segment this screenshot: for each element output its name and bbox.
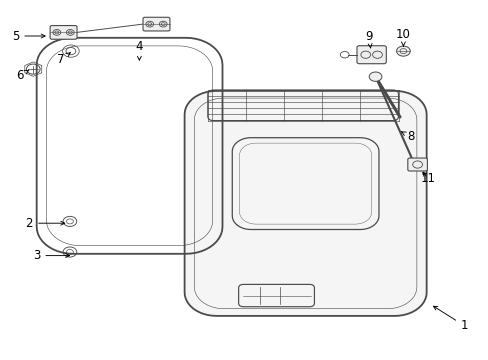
Text: 7: 7 xyxy=(57,53,70,66)
Circle shape xyxy=(407,160,420,169)
Text: 8: 8 xyxy=(401,130,414,143)
FancyBboxPatch shape xyxy=(356,46,386,64)
FancyBboxPatch shape xyxy=(50,26,77,39)
Polygon shape xyxy=(184,91,426,316)
Text: 1: 1 xyxy=(433,306,468,332)
Circle shape xyxy=(368,72,381,81)
Circle shape xyxy=(396,46,409,56)
Text: 9: 9 xyxy=(365,30,372,48)
Text: 5: 5 xyxy=(12,30,45,42)
Text: 4: 4 xyxy=(135,40,143,60)
Text: 11: 11 xyxy=(420,172,434,185)
Text: 2: 2 xyxy=(25,217,64,230)
Text: 10: 10 xyxy=(395,28,410,46)
FancyBboxPatch shape xyxy=(142,17,170,31)
Text: 3: 3 xyxy=(33,249,69,262)
Text: 6: 6 xyxy=(16,69,29,82)
FancyBboxPatch shape xyxy=(407,158,427,171)
